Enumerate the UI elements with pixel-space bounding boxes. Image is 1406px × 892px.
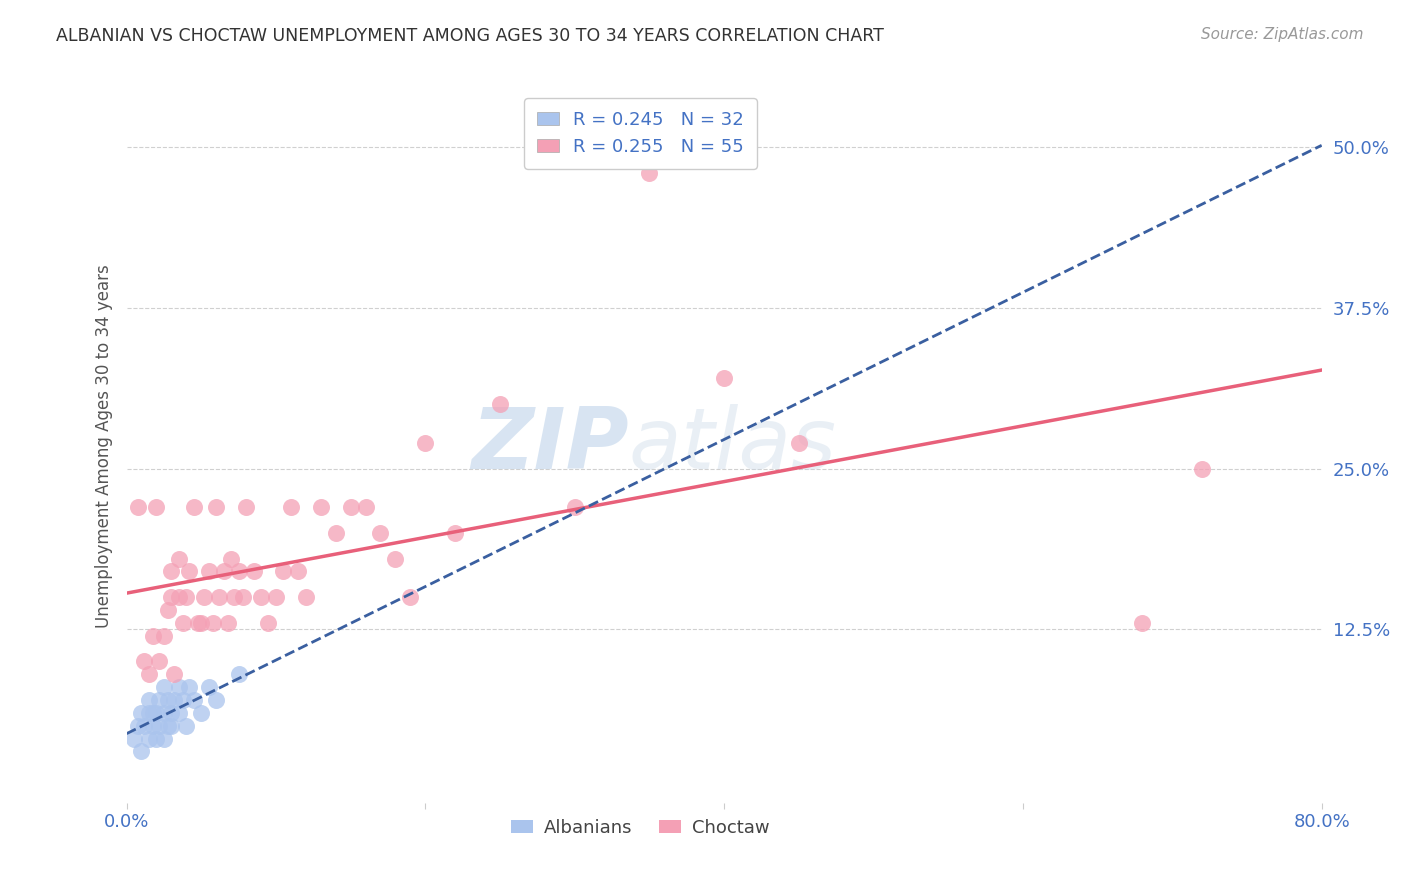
Point <box>167 551 190 566</box>
Point <box>235 500 257 514</box>
Point <box>205 500 228 514</box>
Point <box>163 693 186 707</box>
Point <box>148 719 170 733</box>
Point <box>325 525 347 540</box>
Point <box>370 525 392 540</box>
Point <box>145 731 167 746</box>
Text: atlas: atlas <box>628 404 837 488</box>
Point <box>138 706 160 720</box>
Point <box>174 590 197 604</box>
Point <box>172 615 194 630</box>
Point <box>212 565 235 579</box>
Point <box>228 565 250 579</box>
Point <box>157 603 180 617</box>
Point <box>160 719 183 733</box>
Point <box>228 667 250 681</box>
Point <box>264 590 287 604</box>
Point <box>242 565 264 579</box>
Point <box>232 590 254 604</box>
Y-axis label: Unemployment Among Ages 30 to 34 years: Unemployment Among Ages 30 to 34 years <box>94 264 112 628</box>
Point <box>160 706 183 720</box>
Point <box>127 500 149 514</box>
Point <box>142 719 165 733</box>
Point <box>153 680 176 694</box>
Point <box>138 667 160 681</box>
Point <box>564 500 586 514</box>
Point <box>339 500 361 514</box>
Point <box>354 500 377 514</box>
Point <box>205 693 228 707</box>
Point <box>399 590 422 604</box>
Point <box>127 719 149 733</box>
Point <box>138 731 160 746</box>
Text: ALBANIAN VS CHOCTAW UNEMPLOYMENT AMONG AGES 30 TO 34 YEARS CORRELATION CHART: ALBANIAN VS CHOCTAW UNEMPLOYMENT AMONG A… <box>56 27 884 45</box>
Point <box>197 565 219 579</box>
Point <box>222 590 246 604</box>
Point <box>167 680 190 694</box>
Point <box>131 744 153 758</box>
Point <box>217 615 239 630</box>
Point <box>153 706 176 720</box>
Point <box>638 166 661 180</box>
Point <box>167 706 190 720</box>
Point <box>148 654 170 668</box>
Point <box>148 693 170 707</box>
Point <box>138 693 160 707</box>
Point <box>163 667 186 681</box>
Point <box>167 590 190 604</box>
Point <box>179 565 201 579</box>
Point <box>142 629 165 643</box>
Point <box>174 719 197 733</box>
Point <box>160 565 183 579</box>
Point <box>122 731 145 746</box>
Point <box>208 590 231 604</box>
Point <box>197 680 219 694</box>
Point <box>153 731 176 746</box>
Point <box>157 693 180 707</box>
Point <box>157 719 180 733</box>
Point <box>489 397 512 411</box>
Point <box>160 590 183 604</box>
Point <box>444 525 467 540</box>
Point <box>415 435 437 450</box>
Point <box>787 435 810 450</box>
Point <box>183 693 205 707</box>
Point <box>1130 615 1153 630</box>
Point <box>309 500 332 514</box>
Point <box>193 590 215 604</box>
Point <box>287 565 309 579</box>
Point <box>134 654 156 668</box>
Point <box>131 706 153 720</box>
Point <box>219 551 242 566</box>
Point <box>257 615 280 630</box>
Point <box>183 500 205 514</box>
Point <box>202 615 225 630</box>
Point <box>250 590 273 604</box>
Legend: Albanians, Choctaw: Albanians, Choctaw <box>505 812 776 844</box>
Point <box>145 706 167 720</box>
Point <box>187 615 209 630</box>
Point <box>713 371 735 385</box>
Point <box>190 706 212 720</box>
Point <box>134 719 156 733</box>
Point <box>179 680 201 694</box>
Point <box>273 565 295 579</box>
Point <box>294 590 316 604</box>
Point <box>1191 461 1213 475</box>
Point <box>142 706 165 720</box>
Point <box>190 615 212 630</box>
Point <box>280 500 302 514</box>
Point <box>172 693 194 707</box>
Text: ZIP: ZIP <box>471 404 628 488</box>
Point <box>145 500 167 514</box>
Point <box>153 629 176 643</box>
Point <box>384 551 406 566</box>
Text: Source: ZipAtlas.com: Source: ZipAtlas.com <box>1201 27 1364 42</box>
